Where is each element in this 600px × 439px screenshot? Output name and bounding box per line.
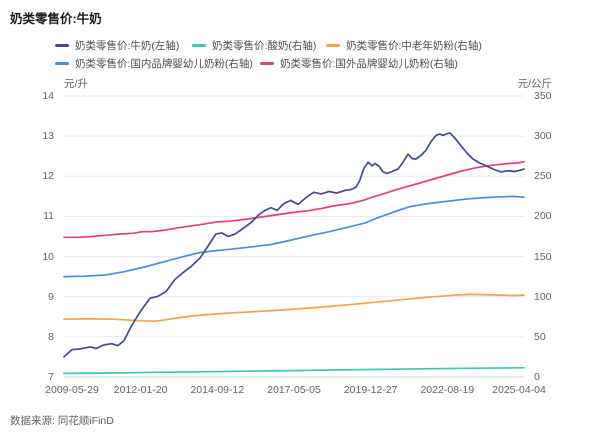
legend-label: 奶类零售价:中老年奶粉(右轴) (346, 40, 482, 52)
left-tick-label: 12 (42, 170, 54, 183)
left-tick-label: 7 (48, 371, 54, 383)
legend-label: 奶类零售价:牛奶(左轴) (75, 40, 180, 52)
x-tick-label: 2022-08-19 (420, 384, 475, 396)
legend-item-foreign-infant-formula[interactable]: 奶类零售价:国外品牌婴幼儿奶粉(右轴) (260, 56, 458, 71)
left-tick-label: 14 (42, 90, 54, 102)
legend-item-middle-aged-powder[interactable]: 奶类零售价:中老年奶粉(右轴) (326, 38, 482, 53)
x-tick-label: 2009-05-29 (45, 384, 99, 396)
x-tick-label: 2019-12-27 (343, 384, 398, 396)
left-tick-label: 13 (42, 130, 54, 143)
legend-marker-foreign-infant-formula (260, 62, 274, 65)
legend-marker-domestic-infant-formula (55, 62, 69, 65)
left-tick-label: 9 (48, 290, 54, 303)
x-tick-label: 2012-01-20 (113, 384, 168, 396)
x-tick-label: 2014-09-12 (190, 384, 245, 396)
legend-label: 奶类零售价:酸奶(右轴) (212, 40, 317, 52)
left-tick-label: 11 (43, 210, 54, 223)
data-source-note: 数据来源: 同花顺iFinD (10, 415, 114, 427)
series-line-milk (63, 132, 525, 358)
right-tick-label: 50 (534, 330, 546, 343)
right-tick-label: 0 (534, 371, 540, 383)
x-tick-label: 2017-05-05 (267, 384, 321, 396)
right-tick-label: 250 (534, 170, 552, 183)
legend-label: 奶类零售价:国外品牌婴幼儿奶粉(右轴) (280, 58, 458, 70)
x-tick-label: 2025-04-04 (492, 384, 546, 396)
legend-item-milk[interactable]: 奶类零售价:牛奶(左轴) (55, 38, 179, 53)
legend-marker-middle-aged-powder (326, 44, 340, 47)
series-line-domestic-infant-formula (63, 195, 525, 278)
right-tick-label: 300 (534, 130, 552, 143)
left-tick-label: 10 (42, 250, 54, 263)
series-line-foreign-infant-formula (63, 160, 525, 239)
right-tick-label: 150 (534, 250, 552, 263)
chart-title: 奶类零售价:牛奶 (10, 12, 102, 26)
right-tick-label: 350 (534, 90, 552, 102)
legend-item-yogurt[interactable]: 奶类零售价:酸奶(右轴) (192, 38, 316, 53)
legend-marker-milk (55, 44, 69, 47)
right-tick-label: 200 (534, 210, 552, 223)
legend-item-domestic-infant-formula[interactable]: 奶类零售价:国内品牌婴幼儿奶粉(右轴) (55, 56, 253, 71)
legend-marker-yogurt (192, 44, 206, 47)
left-tick-label: 8 (48, 330, 54, 343)
right-tick-label: 100 (534, 290, 552, 303)
legend-label: 奶类零售价:国内品牌婴幼儿奶粉(右轴) (75, 58, 253, 70)
series-line-middle-aged-powder (63, 293, 525, 323)
left-axis-unit-label: 元/升 (64, 78, 88, 90)
right-axis-unit-label: 元/公斤 (517, 78, 552, 90)
series-line-yogurt (63, 366, 525, 375)
